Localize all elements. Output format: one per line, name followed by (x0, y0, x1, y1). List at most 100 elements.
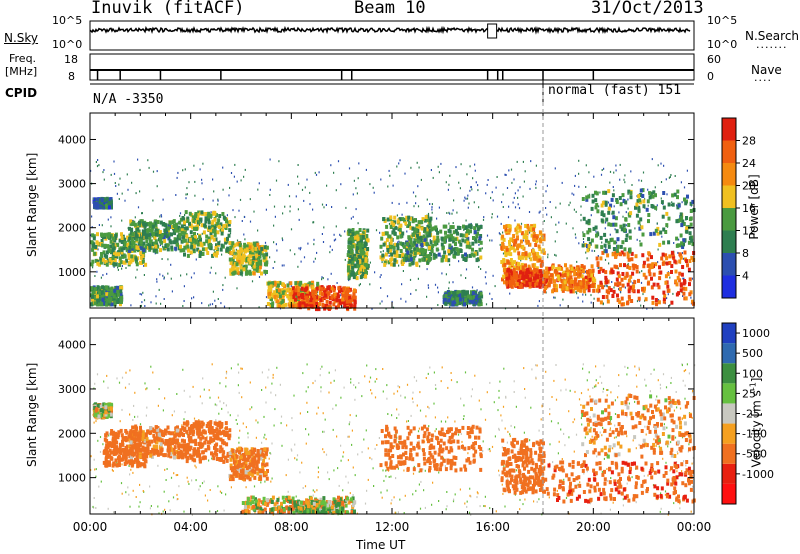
data-region-cell (181, 230, 184, 235)
data-cell (226, 214, 228, 217)
data-region-cell (171, 220, 175, 225)
data-cell (552, 461, 554, 464)
data-region-cell (521, 265, 525, 270)
data-cell (624, 286, 626, 289)
data-region-cell (539, 263, 543, 268)
data-cell (683, 277, 685, 280)
data-region-cell (271, 303, 274, 308)
data-region-cell (221, 212, 225, 216)
data-cell (135, 192, 137, 195)
data-cell (438, 206, 440, 209)
data-region-cell (303, 287, 307, 292)
data-cell (518, 448, 520, 451)
data-region-cell (382, 217, 386, 222)
data-cell (562, 298, 564, 301)
data-cell (198, 488, 200, 491)
data-region-cell (473, 294, 477, 299)
data-cell (399, 159, 401, 162)
data-region-cell (529, 271, 533, 276)
data-cell (179, 214, 181, 217)
data-region-cell (618, 281, 622, 286)
data-region-cell (155, 242, 159, 247)
data-region-cell (507, 276, 511, 281)
data-region-cell (390, 262, 394, 267)
data-cell (492, 199, 494, 202)
data-region-cell (604, 238, 608, 243)
data-cell (228, 194, 230, 197)
data-cell (184, 214, 186, 216)
data-cell (449, 212, 451, 215)
data-cell (477, 184, 479, 187)
data-region-cell (189, 250, 193, 255)
data-cell (682, 277, 684, 280)
data-region-cell (133, 222, 137, 227)
data-region-cell (427, 224, 431, 229)
data-region-cell (470, 252, 474, 257)
data-region-cell (558, 272, 562, 277)
data-region-cell (626, 282, 630, 287)
data-cell (397, 467, 399, 470)
data-cell (523, 180, 525, 183)
data-region-cell (459, 249, 463, 253)
data-region-cell (683, 197, 686, 202)
data-region-cell (621, 240, 625, 245)
data-region-cell (428, 228, 432, 233)
data-region-cell (412, 256, 416, 261)
data-cell (590, 294, 592, 297)
data-region-cell (431, 244, 435, 248)
data-region-cell (406, 224, 410, 228)
data-region-cell (103, 243, 107, 248)
data-cell (393, 392, 395, 395)
data-region-cell (625, 233, 629, 238)
data-region-cell (192, 239, 196, 244)
data-cell (391, 414, 393, 417)
data-region-cell (381, 253, 385, 258)
data-cell (578, 172, 580, 175)
data-region-cell (341, 300, 345, 305)
data-region-cell (589, 269, 593, 274)
data-region-cell (517, 251, 521, 256)
data-region-cell (286, 294, 290, 299)
data-region-cell (302, 285, 306, 290)
data-cell (202, 198, 204, 201)
data-cell (288, 281, 290, 284)
data-region-cell (236, 267, 240, 272)
data-cell (221, 253, 223, 256)
data-region-cell (232, 271, 236, 276)
data-region-cell (196, 247, 200, 252)
data-region-cell (662, 205, 666, 210)
data-region-cell (188, 221, 191, 226)
data-region-cell (269, 284, 273, 289)
data-region-cell (459, 297, 462, 302)
data-region-cell (479, 234, 483, 238)
data-cell (225, 385, 227, 388)
data-region-cell (610, 197, 614, 202)
data-region-cell (536, 274, 539, 279)
data-region-cell (602, 190, 606, 195)
data-region-cell (245, 244, 249, 249)
data-region-cell (136, 225, 140, 229)
data-region-cell (622, 252, 626, 257)
data-cell (186, 193, 188, 196)
data-region-cell (509, 252, 513, 257)
data-cell (440, 255, 442, 258)
data-cell (461, 448, 464, 451)
data-region-cell (351, 295, 355, 300)
data-region-cell (347, 250, 351, 255)
data-region-cell (343, 304, 347, 309)
data-region-cell (671, 193, 675, 198)
data-region-cell (447, 258, 451, 263)
data-cell (505, 174, 507, 176)
data-cell (222, 166, 224, 169)
data-region-cell (316, 295, 320, 300)
data-region-cell (233, 243, 237, 248)
data-region-cell (649, 232, 653, 237)
data-region-cell (603, 243, 607, 248)
data-region-cell (465, 298, 469, 303)
data-region-cell (173, 237, 177, 242)
data-region-cell (436, 235, 440, 240)
data-region-cell (164, 244, 168, 249)
data-region-cell (464, 298, 468, 303)
data-region-cell (358, 242, 362, 247)
data-region-cell (607, 240, 611, 245)
